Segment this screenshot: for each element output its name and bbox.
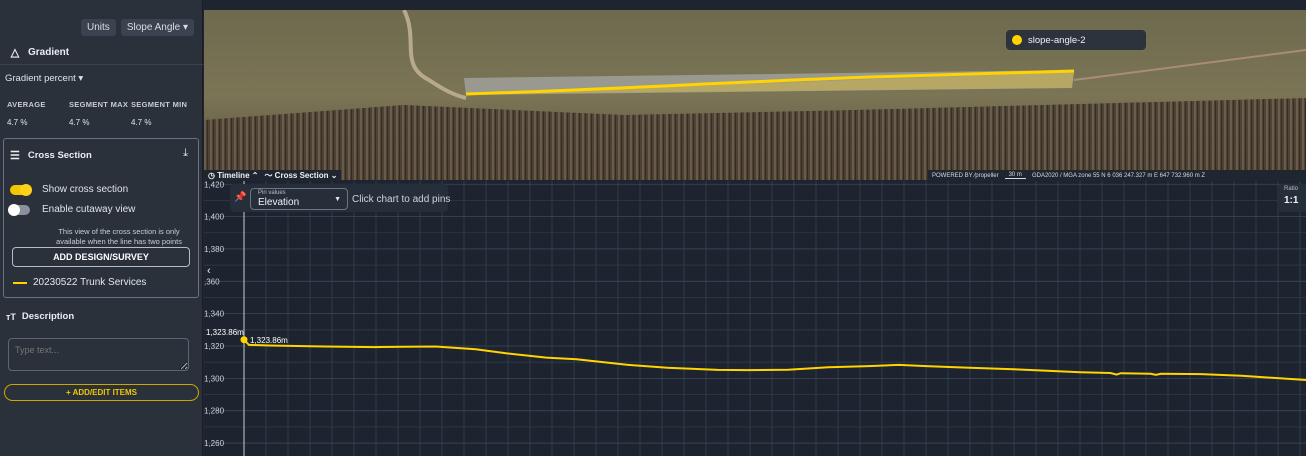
y-tick-label: 1,260 — [204, 439, 225, 448]
ratio-label: Ratio — [1284, 186, 1299, 192]
stat-header-average: AVERAGE — [7, 100, 46, 109]
add-edit-items-button[interactable]: + ADD/EDIT ITEMS — [4, 384, 199, 401]
cross-section-tab-label: Cross Section ⌄ — [274, 171, 338, 180]
design-legend-item[interactable]: 20230522 Trunk Services — [13, 277, 146, 288]
y-tick-label: 1,420 — [204, 181, 225, 189]
add-design-survey-button[interactable]: ADD DESIGN/SURVEY — [12, 247, 190, 267]
cross-section-panel: ☰ Cross Section ⤓ Show cross section Ena… — [3, 138, 199, 298]
show-cross-section-row[interactable]: Show cross section — [10, 183, 129, 196]
map-status-strip: POWERED BY ⁄propeller 30 m GDA2020 / MGA… — [928, 170, 1306, 181]
pin-values-label: Pin values — [258, 190, 286, 196]
description-title: Description — [21, 311, 75, 322]
pin-axis-value: 1,323.86m — [206, 328, 244, 337]
stat-value-segment-min: 4.7 % — [131, 118, 152, 127]
cross-section-header[interactable]: ☰ Cross Section — [10, 149, 92, 162]
collapse-panel-icon[interactable]: ‹ — [207, 265, 211, 277]
coordinate-readout: GDA2020 / MGA zone 55 N 6 036 247.327 m … — [1031, 172, 1206, 179]
gradient-title: Gradient — [28, 46, 70, 58]
legend-swatch — [13, 281, 27, 284]
pin-icon[interactable]: 📌 — [234, 192, 247, 203]
bottom-tabs: ◷ Timeline ⌃ 〜 Cross Section ⌄ — [204, 170, 342, 181]
divider — [0, 64, 203, 65]
pin-marker-dot — [240, 336, 248, 344]
cutaway-note: This view of the cross section is only a… — [56, 227, 182, 246]
elevation-line — [243, 339, 1306, 381]
y-tick-label: 1,320 — [204, 342, 225, 351]
units-row: Units Slope Angle ▾ — [81, 19, 194, 36]
legend-label: 20230522 Trunk Services — [33, 277, 147, 288]
y-tick-label: ,360 — [204, 277, 220, 286]
pin-values-select[interactable]: Pin values Elevation ▼ — [250, 188, 348, 210]
timeline-tab[interactable]: ◷ Timeline ⌃ — [208, 171, 258, 180]
y-tick-label: 1,280 — [204, 407, 225, 416]
description-header[interactable]: тT Description — [6, 311, 74, 322]
clock-icon: ◷ — [208, 171, 218, 180]
map-view[interactable]: slope-angle-2 — [204, 10, 1306, 180]
y-tick-label: 1,300 — [204, 374, 225, 383]
stat-header-segment-min: SEGMENT MIN — [131, 100, 188, 109]
y-tick-label: 1,400 — [204, 213, 225, 222]
cutaway-label: Enable cutaway view — [42, 204, 136, 215]
show-cross-section-label: Show cross section — [42, 184, 129, 195]
ratio-value: 1:1 — [1284, 195, 1299, 206]
units-button[interactable]: Units — [81, 19, 116, 36]
timeline-tab-label: Timeline ⌃ — [217, 171, 259, 180]
pin-hint: Click chart to add pins — [352, 194, 451, 205]
chart-svg[interactable]: 1,420 1,400 1,380 ,360 1,340 1,320 1,300 1,280 1… — [204, 180, 1306, 456]
text-format-icon: тT — [6, 311, 16, 322]
left-panel: Units Slope Angle ▾ △ Gradient Gradient … — [0, 0, 203, 456]
gradient-stats: AVERAGE SEGMENT MAX SEGMENT MIN 4.7 % 4.… — [7, 100, 202, 127]
cross-section-title: Cross Section — [27, 150, 92, 161]
description-input[interactable] — [8, 338, 189, 371]
marker-label: slope-angle-2 — [1028, 34, 1086, 46]
marker-dot — [1012, 35, 1022, 45]
download-icon[interactable]: ⤓ — [183, 147, 188, 159]
slope-angle-marker[interactable]: slope-angle-2 — [1006, 30, 1146, 50]
cutaway-toggle[interactable] — [8, 203, 30, 216]
cutaway-row[interactable]: Enable cutaway view — [8, 203, 136, 216]
stat-header-segment-max: SEGMENT MAX — [69, 100, 129, 109]
y-tick-label: 1,340 — [204, 310, 225, 319]
pin-values-value: Elevation — [258, 197, 300, 208]
pin-value-label: 1,323.86m — [250, 336, 288, 345]
scale-bar: 30 m — [1004, 172, 1026, 179]
chevron-down-icon: ▼ — [334, 196, 341, 203]
gradient-section-header[interactable]: △ Gradient — [0, 41, 203, 63]
cross-section-tab[interactable]: 〜 Cross Section ⌄ — [264, 170, 337, 181]
slope-angle-dropdown[interactable]: Slope Angle ▾ — [120, 19, 194, 36]
wave-icon: 〜 — [264, 171, 275, 180]
show-cross-section-toggle[interactable] — [10, 183, 32, 196]
ratio-control[interactable]: Ratio 1:1 — [1278, 184, 1306, 212]
cross-section-chart[interactable]: 1,420 1,400 1,380 ,360 1,340 1,320 1,300 1,280 1… — [204, 180, 1306, 456]
powered-by: POWERED BY ⁄propeller — [932, 172, 999, 179]
y-tick-label: 1,380 — [204, 245, 225, 254]
triangle-icon: △ — [10, 46, 20, 59]
menu-icon: ☰ — [10, 150, 20, 162]
stat-value-average: 4.7 % — [7, 118, 28, 127]
gradient-type-dropdown[interactable]: Gradient percent ▾ — [5, 73, 84, 84]
stat-value-segment-max: 4.7 % — [69, 118, 90, 127]
